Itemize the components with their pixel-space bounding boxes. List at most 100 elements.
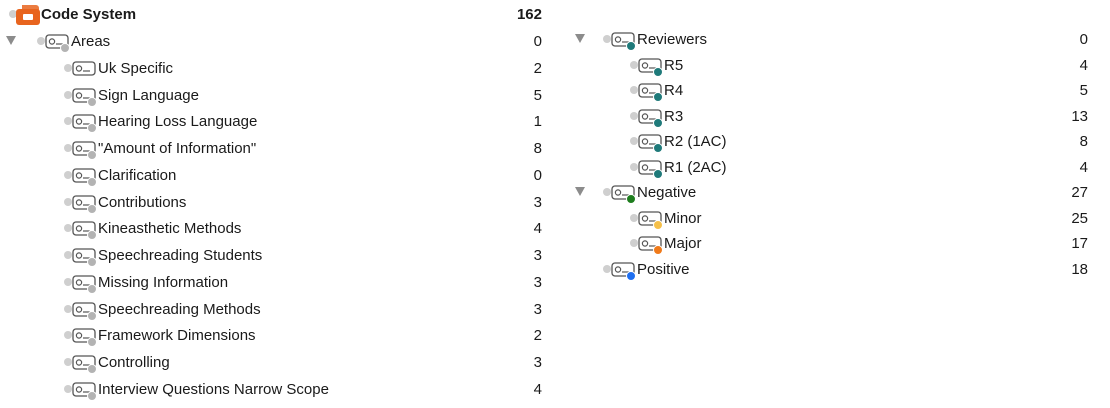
code-count: 2 — [533, 327, 542, 345]
code-label: Negative — [637, 184, 697, 201]
code-label: Areas — [71, 33, 111, 50]
code-label: R2 (1AC) — [664, 133, 727, 150]
code-row-positive[interactable]: Positive 18 — [570, 257, 1110, 283]
code-row-r2-1ac[interactable]: R2 (1AC) 8 — [570, 129, 1110, 155]
status-dot — [603, 188, 611, 196]
code-label: Kineasthetic Methods — [98, 220, 242, 238]
code-label: Framework Dimensions — [98, 327, 256, 345]
code-tag-icon — [638, 134, 663, 153]
status-dot — [64, 63, 72, 72]
code-system-icon — [16, 5, 40, 25]
code-count: 5 — [533, 86, 542, 104]
code-count: 4 — [1079, 158, 1088, 176]
code-label: Missing Information — [98, 273, 229, 291]
code-count: 4 — [533, 220, 542, 238]
code-label: Hearing Loss Language — [98, 113, 258, 131]
code-count: 3 — [533, 300, 542, 318]
code-label: Controlling — [98, 354, 170, 371]
code-row-r3[interactable]: R3 13 — [570, 104, 1110, 130]
code-tag-icon — [638, 108, 663, 128]
code-row-uk-specific[interactable]: Uk Specific 2 — [0, 56, 560, 82]
code-tag-icon — [72, 61, 96, 76]
code-row-reviewers[interactable]: Reviewers 0 — [570, 27, 1110, 53]
code-tag-icon — [72, 87, 97, 107]
code-tag-icon — [72, 275, 97, 294]
code-label: Speechreading Students — [98, 247, 263, 264]
code-system-label: Code System — [41, 6, 137, 23]
status-dot — [64, 331, 72, 340]
code-count: 4 — [1079, 56, 1088, 74]
code-count: 8 — [1079, 133, 1088, 150]
status-dot — [64, 90, 72, 99]
code-tag-icon — [72, 301, 97, 321]
status-dot — [603, 35, 611, 43]
code-row-hearing-loss-language[interactable]: Hearing Loss Language 1 — [0, 109, 560, 135]
code-count: 5 — [1079, 82, 1088, 99]
code-system-root-row[interactable]: Code System 162 — [0, 2, 560, 28]
code-row-major[interactable]: Major 17 — [570, 231, 1110, 257]
code-count: 8 — [533, 140, 542, 157]
code-tag-icon — [72, 328, 97, 348]
code-count: 25 — [1071, 209, 1088, 227]
status-dot — [630, 239, 638, 247]
code-label: Sign Language — [98, 86, 199, 104]
code-tag-icon — [72, 168, 97, 187]
code-row-clarification[interactable]: Clarification 0 — [0, 163, 560, 189]
status-dot — [64, 304, 72, 313]
code-tag-icon — [638, 159, 663, 179]
code-label: R4 — [664, 82, 684, 99]
code-row-amount-of-information[interactable]: "Amount of Information" 8 — [0, 136, 560, 162]
code-row-framework-dimensions[interactable]: Framework Dimensions 2 — [0, 323, 560, 349]
disclosure-triangle-icon[interactable] — [575, 187, 585, 196]
status-dot — [64, 224, 72, 233]
code-count: 3 — [533, 354, 542, 371]
code-row-controlling[interactable]: Controlling 3 — [0, 350, 560, 376]
code-row-r4[interactable]: R4 5 — [570, 78, 1110, 104]
code-tag-icon — [611, 32, 636, 51]
code-count: 13 — [1071, 107, 1088, 125]
code-label: Positive — [637, 260, 690, 278]
status-dot — [630, 86, 638, 94]
disclosure-triangle-icon[interactable] — [575, 34, 585, 43]
status-dot — [64, 251, 72, 259]
code-row-contributions[interactable]: Contributions 3 — [0, 190, 560, 216]
code-row-r5[interactable]: R5 4 — [570, 53, 1110, 79]
code-system-count: 162 — [516, 6, 542, 23]
code-tag-icon — [638, 236, 663, 255]
code-tag-icon — [72, 355, 97, 374]
code-tag-icon — [72, 382, 97, 401]
status-dot — [64, 384, 72, 393]
code-count: 27 — [1071, 184, 1088, 201]
status-dot — [64, 170, 72, 179]
code-label: Reviewers — [637, 31, 708, 48]
code-row-speechreading-methods[interactable]: Speechreading Methods 3 — [0, 297, 560, 323]
status-dot — [630, 111, 638, 120]
code-row-r1-2ac[interactable]: R1 (2AC) 4 — [570, 155, 1110, 181]
code-row-speechreading-students[interactable]: Speechreading Students 3 — [0, 243, 560, 269]
code-tag-icon — [72, 248, 97, 267]
code-count: 17 — [1071, 235, 1088, 252]
code-row-minor[interactable]: Minor 25 — [570, 206, 1110, 232]
code-tag-icon — [72, 141, 97, 160]
code-count: 0 — [1079, 31, 1088, 48]
code-label: Contributions — [98, 193, 187, 211]
status-dot — [630, 137, 638, 145]
code-row-missing-information[interactable]: Missing Information 3 — [0, 270, 560, 296]
code-label: R1 (2AC) — [664, 158, 727, 176]
code-label: R3 — [664, 107, 684, 125]
status-dot — [64, 197, 72, 206]
code-row-interview-questions-narrow-scope[interactable]: Interview Questions Narrow Scope 4 — [0, 377, 560, 403]
status-dot — [64, 144, 72, 152]
code-count: 0 — [533, 166, 542, 184]
code-tag-icon — [638, 83, 663, 102]
code-label: Speechreading Methods — [98, 300, 261, 318]
disclosure-triangle-icon[interactable] — [6, 36, 16, 45]
code-row-sign-language[interactable]: Sign Language 5 — [0, 83, 560, 109]
code-label: Minor — [664, 209, 702, 227]
code-label: R5 — [664, 56, 684, 74]
code-label: "Amount of Information" — [98, 140, 257, 157]
code-row-kineasthetic-methods[interactable]: Kineasthetic Methods 4 — [0, 216, 560, 242]
status-dot — [9, 10, 17, 18]
code-row-areas[interactable]: Areas 0 — [0, 29, 560, 55]
code-row-negative[interactable]: Negative 27 — [570, 180, 1110, 206]
